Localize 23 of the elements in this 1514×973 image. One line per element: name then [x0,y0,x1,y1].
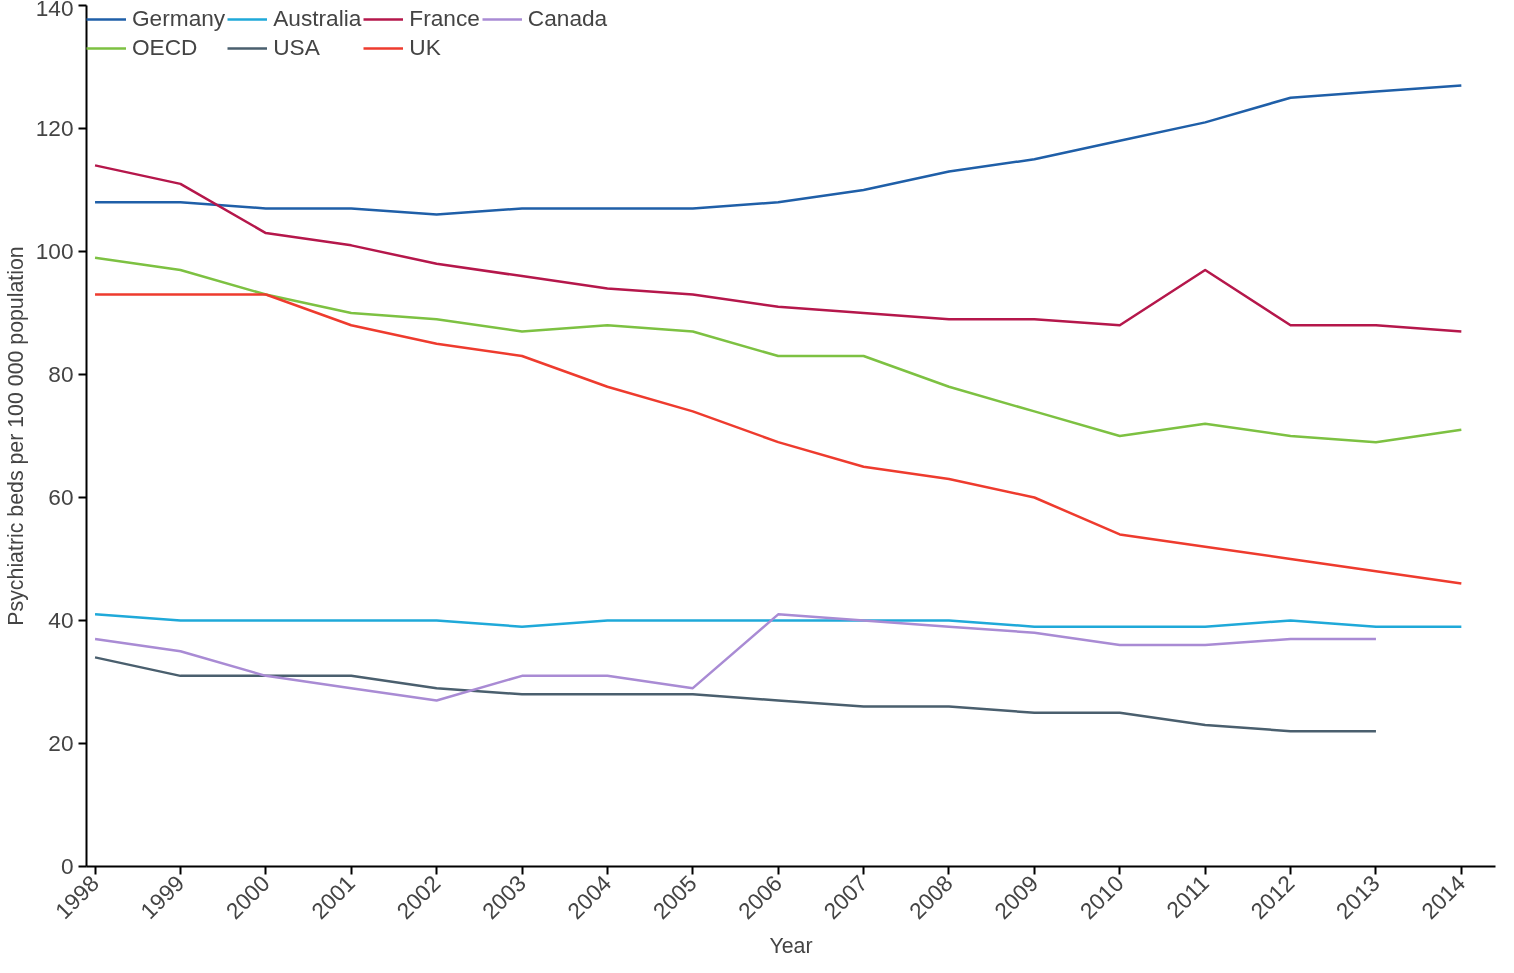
legend-label: Canada [527,5,608,32]
y-tick-label: 20 [48,730,74,756]
legend-label: UK [409,34,441,61]
x-axis-title: Year [769,933,813,958]
legend-label: Germany [132,5,226,32]
legend-label: USA [273,34,320,61]
y-tick-label: 60 [48,484,74,510]
y-tick-label: 80 [48,361,74,387]
y-tick-label: 140 [35,0,74,21]
line-series [93,293,1463,585]
line-series [93,84,1463,216]
y-tick-label: 100 [35,238,74,264]
legend-label: OECD [132,34,198,61]
y-axis-title: Psychiatric beds per 100 000 population [3,246,28,626]
y-tick-label: 0 [60,853,74,879]
legend-label: France [409,5,480,32]
legend-label: Australia [273,5,362,32]
y-tick-label: 40 [48,607,74,633]
line-series [93,613,1378,702]
line-series [93,164,1463,333]
line-series [93,256,1463,444]
y-tick-label: 120 [35,115,74,141]
line-series [93,656,1378,733]
